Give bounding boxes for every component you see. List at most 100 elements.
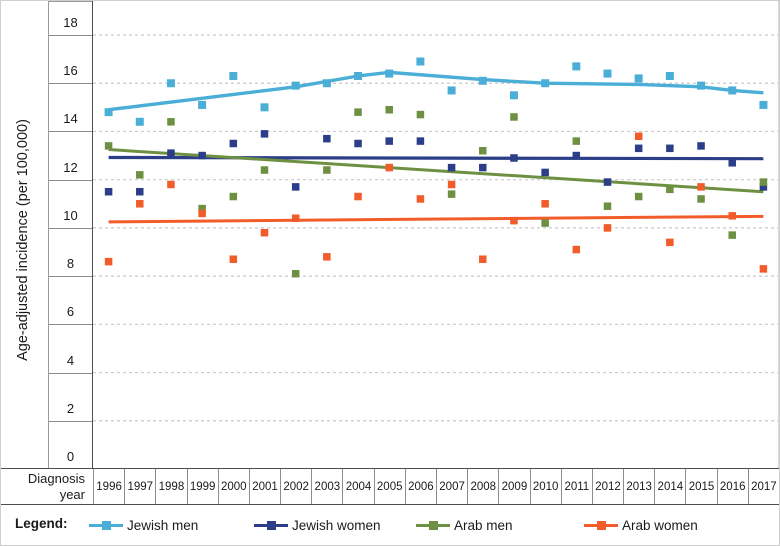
x-tick-label-2010: 2010 — [529, 469, 561, 504]
data-point-arab-men — [229, 192, 238, 201]
y-tick-label: 0 — [66, 449, 75, 464]
data-point-jewish-men — [447, 86, 456, 95]
legend-item-arab-men: Arab men — [416, 516, 513, 534]
data-point-jewish-men — [697, 81, 706, 90]
data-point-jewish-men — [385, 69, 394, 78]
x-tick-label-2004: 2004 — [342, 469, 373, 504]
data-point-jewish-men — [603, 69, 612, 78]
data-point-jewish-women — [479, 163, 487, 172]
data-point-jewish-men — [322, 79, 331, 88]
x-axis-title-line1: Diagnosis — [27, 471, 85, 486]
data-point-arab-women — [291, 214, 300, 222]
y-axis-cell — [49, 35, 92, 83]
x-tick-label-2017: 2017 — [747, 469, 779, 504]
y-axis-cell — [49, 1, 92, 35]
y-axis-cell — [49, 372, 92, 421]
x-axis: 1996 1997 1998 1999 2000 2001 2002 2003 2004 2005… — [1, 468, 779, 505]
data-point-arab-men — [167, 118, 175, 126]
data-point-arab-women — [479, 255, 487, 263]
data-point-jewish-women — [198, 151, 206, 160]
y-axis: 18 16 14 12 10 8 6 4 2 0 — [48, 1, 93, 468]
data-point-arab-men — [666, 185, 674, 194]
data-point-arab-men — [697, 195, 705, 203]
data-point-arab-men — [385, 105, 393, 114]
legend-square — [429, 521, 438, 530]
data-point-jewish-women — [136, 187, 144, 196]
data-point-jewish-men — [478, 76, 487, 85]
x-tick-label-2006: 2006 — [404, 469, 436, 504]
data-point-jewish-men — [416, 57, 425, 66]
x-tick-label-1998: 1998 — [155, 469, 186, 504]
y-tick-label: 18 — [63, 15, 78, 30]
trend-line-arab-women-trend — [108, 214, 764, 224]
legend-title: Legend: — [15, 516, 68, 531]
data-point-arab-men — [634, 192, 643, 201]
x-tick-label-2007: 2007 — [436, 469, 467, 504]
legend-square — [267, 521, 276, 530]
data-point-arab-women — [385, 163, 393, 172]
data-point-arab-men — [479, 146, 487, 155]
data-point-jewish-women — [354, 139, 362, 148]
y-axis-cell — [49, 420, 92, 469]
x-tick-label-2015: 2015 — [685, 469, 716, 504]
x-tick-label-2016: 2016 — [716, 469, 748, 504]
data-point-arab-women — [323, 253, 331, 261]
data-point-arab-women — [229, 255, 238, 263]
data-point-arab-women — [759, 265, 768, 273]
data-point-jewish-women — [323, 134, 331, 143]
x-tick-label-2000: 2000 — [217, 469, 249, 504]
x-tick-label-2011: 2011 — [560, 469, 592, 504]
trend-line-arab-men-trend — [108, 148, 764, 194]
data-point-arab-women — [136, 200, 144, 208]
data-point-jewish-women — [447, 163, 456, 172]
x-tick-label-1999: 1999 — [186, 469, 218, 504]
data-point-arab-women — [260, 228, 269, 237]
data-point-jewish-women — [291, 183, 300, 191]
data-point-arab-women — [666, 238, 674, 247]
data-point-jewish-men — [198, 100, 207, 109]
data-point-arab-men — [541, 219, 549, 227]
y-axis-cell — [49, 324, 92, 372]
data-point-jewish-women — [603, 178, 612, 186]
data-point-arab-men — [603, 202, 612, 210]
y-axis-cell — [49, 179, 92, 228]
x-axis-title: Diagnosis year — [1, 468, 85, 508]
data-point-jewish-men — [634, 74, 643, 83]
x-axis-title-line2: year — [59, 487, 85, 502]
data-point-jewish-men — [509, 91, 518, 100]
y-tick-label: 6 — [66, 304, 75, 320]
plot-area — [93, 1, 779, 468]
data-point-arab-women — [167, 180, 175, 189]
legend-label: Arab women — [622, 517, 698, 533]
legend-item-arab-women: Arab women — [584, 516, 698, 534]
legend-item-jewish-women: Jewish women — [254, 516, 381, 534]
data-point-jewish-men — [728, 86, 737, 95]
x-tick-label-2005: 2005 — [373, 469, 405, 504]
data-point-arab-men — [728, 231, 736, 239]
x-tick-label-1997: 1997 — [124, 469, 155, 504]
legend-square — [102, 521, 111, 530]
data-point-arab-women — [447, 180, 456, 189]
data-point-arab-women — [198, 209, 206, 218]
y-tick-label: 10 — [63, 207, 78, 223]
data-point-arab-women — [354, 192, 362, 201]
data-point-arab-women — [728, 212, 736, 220]
y-axis-cell — [49, 131, 92, 179]
data-point-jewish-men — [572, 62, 581, 71]
data-point-arab-women — [697, 183, 705, 191]
legend-label: Arab men — [454, 517, 513, 533]
legend-marker-icon — [584, 520, 618, 530]
trend-line-jewish-men-trend — [108, 70, 764, 112]
y-tick-label: 2 — [66, 400, 75, 416]
data-point-jewish-women — [416, 137, 425, 145]
x-tick-label-2001: 2001 — [248, 469, 280, 504]
x-tick-label-2009: 2009 — [498, 469, 529, 504]
legend-square — [597, 521, 606, 530]
data-point-jewish-women — [759, 183, 768, 191]
data-point-jewish-men — [135, 117, 144, 126]
data-point-arab-men — [510, 113, 518, 121]
x-tick-label-1996: 1996 — [93, 469, 124, 504]
data-point-jewish-men — [229, 71, 238, 80]
y-axis-cell — [49, 83, 92, 131]
